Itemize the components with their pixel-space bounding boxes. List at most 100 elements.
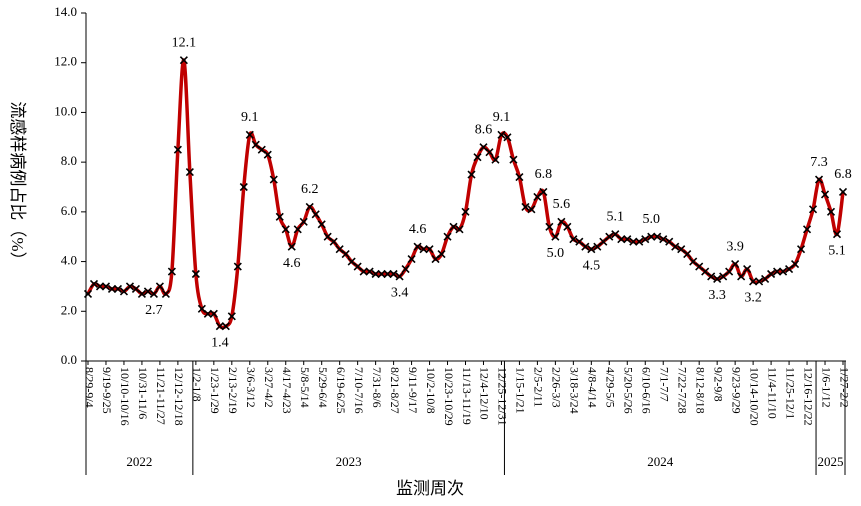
data-label: 8.6 [475, 122, 493, 137]
data-marker [551, 232, 560, 241]
data-marker [371, 269, 380, 279]
data-marker [767, 269, 776, 279]
x-tick-label: 8/29-9/4 [82, 367, 96, 408]
data-marker [341, 250, 350, 259]
data-marker [629, 237, 638, 246]
data-label: 3.4 [391, 286, 409, 301]
data-marker [820, 190, 830, 199]
data-marker [455, 225, 464, 234]
data-marker [773, 267, 782, 276]
data-marker [311, 210, 320, 219]
data-label: 9.1 [493, 110, 511, 125]
data-marker [467, 170, 476, 179]
data-marker [161, 289, 170, 298]
x-tick-label: 5/20-5/26 [622, 367, 636, 414]
data-label: 4.6 [283, 256, 301, 271]
data-label: 9.1 [241, 110, 259, 125]
x-tick-label: 10/31-11/6 [136, 367, 150, 419]
data-marker [737, 272, 746, 281]
y-tick-label: 14.0 [54, 4, 77, 19]
data-marker [377, 269, 386, 279]
data-marker [509, 155, 518, 164]
data-marker [395, 272, 404, 281]
x-tick-label: 10/23-10/29 [442, 367, 456, 426]
data-label: 12.1 [172, 35, 197, 50]
x-tick-label: 12/16-12/22 [801, 367, 815, 426]
data-marker [725, 267, 734, 276]
x-tick-label: 7/22-7/28 [675, 367, 689, 414]
data-marker [185, 168, 194, 177]
x-tick-label: 11/21-11/27 [154, 367, 168, 425]
data-label: 5.6 [553, 197, 571, 212]
x-tick-label: 8/12-8/18 [693, 367, 707, 414]
x-tick-label: 11/4-11/10 [765, 367, 779, 419]
data-label: 3.3 [708, 288, 726, 303]
data-marker [203, 309, 212, 318]
data-marker [449, 222, 458, 231]
data-marker [521, 202, 530, 211]
x-tick-label: 3/27-4/2 [262, 367, 276, 408]
data-label: 5.1 [607, 209, 625, 224]
x-tick-label: 8/21-8/27 [388, 367, 402, 414]
data-marker [796, 245, 806, 254]
x-tick-label: 12/4-12/10 [478, 367, 492, 420]
year-label: 2025 [818, 454, 844, 469]
data-marker [299, 217, 308, 226]
data-marker [107, 284, 117, 293]
x-tick-label: 2/13-2/19 [226, 367, 240, 414]
data-label: 4.5 [583, 258, 601, 273]
y-tick-label: 12.0 [54, 54, 77, 69]
data-marker [749, 277, 758, 286]
data-marker [623, 235, 632, 244]
y-tick-label: 10.0 [54, 103, 77, 118]
x-tick-label: 3/6-3/12 [244, 367, 258, 408]
data-marker [647, 232, 656, 241]
data-marker [179, 56, 188, 65]
x-tick-label: 1/2-1/8 [190, 367, 204, 402]
data-label: 3.9 [726, 239, 744, 254]
data-marker [413, 242, 422, 251]
x-tick-label: 1/15-1/21 [514, 367, 528, 414]
data-marker [83, 289, 93, 298]
data-marker [293, 225, 302, 234]
data-marker [365, 267, 374, 276]
y-axis-label: 流感样病例占比（%） [8, 101, 27, 268]
data-marker [808, 205, 818, 214]
data-marker [305, 202, 314, 211]
data-marker [215, 322, 224, 331]
data-marker [731, 259, 740, 269]
data-marker [743, 264, 752, 274]
data-marker [527, 205, 536, 214]
data-marker [239, 182, 248, 192]
data-marker [790, 259, 800, 269]
data-marker [425, 245, 434, 254]
x-tick-label: 5/29-6/4 [316, 367, 330, 408]
x-tick-label: 2/26-3/3 [550, 367, 564, 408]
data-marker [443, 232, 452, 241]
data-marker [191, 269, 200, 279]
data-marker [569, 235, 578, 244]
data-marker [659, 235, 668, 244]
data-marker [221, 322, 230, 331]
y-tick-label: 8.0 [61, 153, 77, 168]
data-marker [143, 287, 152, 296]
x-tick-label: 2/5-2/11 [532, 367, 546, 407]
data-label: 6.2 [301, 182, 319, 197]
data-marker [545, 222, 554, 231]
data-marker [401, 264, 410, 274]
x-tick-label: 11/13-11/19 [460, 367, 474, 425]
data-marker [653, 232, 662, 241]
data-marker [287, 242, 296, 251]
data-marker [317, 220, 326, 229]
x-tick-label: 4/17-4/23 [280, 367, 294, 414]
data-marker [485, 148, 494, 157]
data-marker [641, 235, 650, 244]
y-tick-label: 2.0 [61, 302, 77, 317]
data-marker [826, 207, 836, 216]
data-marker [491, 155, 500, 164]
x-tick-label: 5/8-5/14 [298, 367, 312, 408]
data-marker [473, 153, 482, 162]
data-marker [581, 242, 590, 251]
x-tick-label: 7/31-8/6 [370, 367, 384, 408]
